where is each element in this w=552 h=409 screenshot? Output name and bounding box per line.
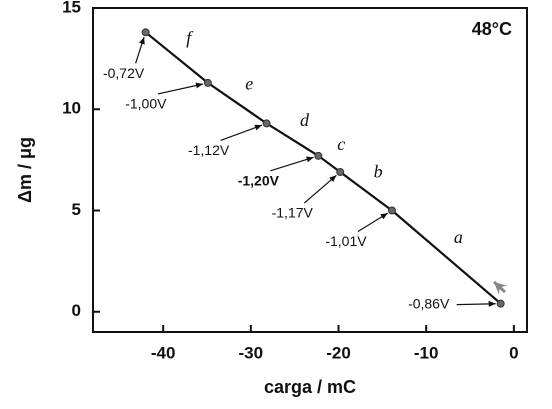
point-label: -1,20V — [238, 173, 280, 189]
x-axis-title: carga / mC — [264, 377, 356, 397]
y-axis-title: Δm / μg — [15, 137, 35, 203]
label-arrow — [135, 36, 145, 64]
point-label: -0,86V — [408, 295, 450, 311]
y-tick-label: 0 — [72, 301, 81, 320]
data-point — [141, 28, 150, 37]
segment-label: d — [300, 110, 310, 130]
y-tick-label: 5 — [72, 200, 81, 219]
segment-label: c — [337, 134, 345, 154]
point-label: -1,00V — [125, 96, 167, 112]
x-tick-label: -10 — [414, 343, 439, 362]
label-arrow — [357, 212, 389, 233]
data-point — [203, 78, 212, 87]
segment-label: a — [454, 227, 463, 247]
data-point — [336, 168, 345, 177]
label-arrow — [303, 174, 337, 204]
chart-title: 48°C — [472, 19, 512, 39]
plot-frame — [92, 7, 528, 333]
point-label: -1,01V — [325, 233, 367, 249]
direction-arrow — [492, 280, 507, 295]
point-label: -1,17V — [272, 205, 314, 221]
point-label: -0,72V — [103, 65, 145, 81]
data-point — [496, 299, 505, 308]
label-arrow — [220, 124, 263, 141]
x-tick-label: -20 — [326, 343, 351, 362]
segment-label: f — [186, 28, 194, 48]
point-label: -1,12V — [188, 142, 230, 158]
label-arrow — [456, 300, 496, 307]
data-point — [387, 206, 396, 215]
label-arrow — [157, 82, 204, 95]
data-point — [314, 151, 323, 160]
y-tick-label: 10 — [62, 99, 81, 118]
data-line — [144, 31, 502, 305]
data-point — [262, 119, 271, 128]
segment-label: b — [374, 161, 383, 181]
label-arrow — [270, 156, 314, 172]
x-tick-label: -30 — [239, 343, 264, 362]
x-tick-label: 0 — [509, 343, 518, 362]
segment-label: e — [245, 73, 253, 93]
y-tick-label: 15 — [62, 0, 81, 16]
x-tick-label: -40 — [151, 343, 176, 362]
